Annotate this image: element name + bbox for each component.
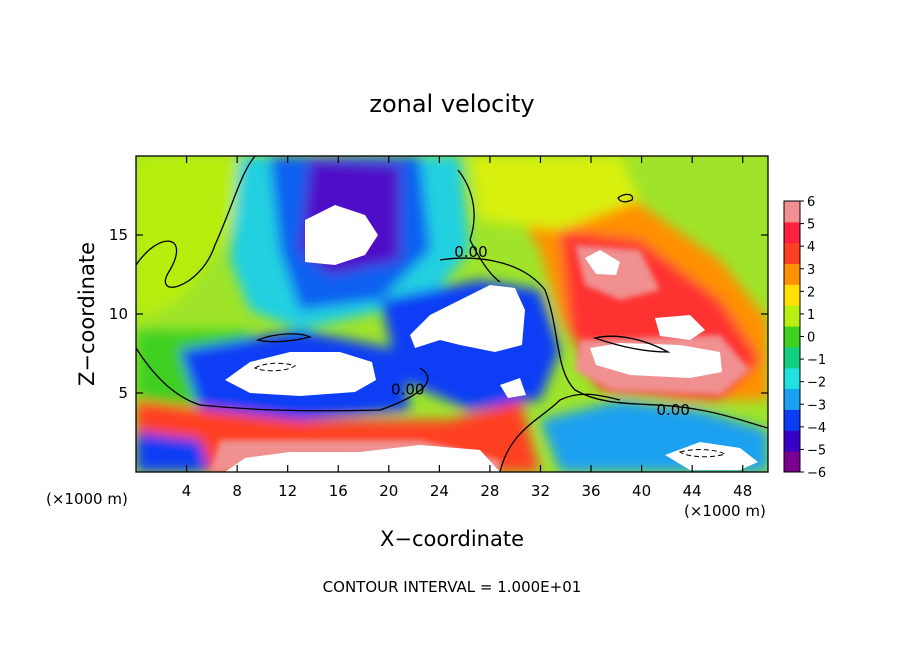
saturated-region-i	[500, 378, 526, 398]
colorbar-tick-label: 2	[807, 285, 815, 300]
zero-contour-c	[136, 347, 429, 412]
x-tick-label: 28	[480, 482, 499, 500]
colorbar-tick-label: 4	[807, 240, 815, 255]
x-tick-label: 8	[232, 482, 242, 500]
saturated-region-c	[225, 352, 376, 396]
zero-contours	[136, 156, 768, 472]
zero-contour-d	[499, 393, 621, 472]
negative-contour-a	[253, 362, 297, 372]
y-tick-label: 15	[109, 226, 128, 244]
x-tick-label: 44	[683, 482, 702, 500]
x-tick-label: 16	[329, 482, 348, 500]
colorbar-segment	[784, 409, 800, 431]
x-tick-label: 36	[581, 482, 600, 500]
y-axis-title: Z−coordinate	[75, 242, 99, 386]
colorbar-tick-label: −1	[807, 353, 826, 368]
x-tick-label: 24	[430, 482, 449, 500]
saturated-region-b	[410, 285, 525, 352]
saturated-region-d	[585, 250, 620, 275]
colorbar-segment	[784, 388, 800, 410]
colorbar-segment	[784, 242, 800, 265]
contour-interval-text: CONTOUR INTERVAL = 1.000E+01	[323, 578, 582, 596]
negative-contours	[253, 362, 727, 458]
heatmap-field	[136, 156, 768, 472]
colorbar-tick-label: −5	[807, 443, 826, 458]
field-blue-bottomleft	[136, 432, 210, 472]
chart-title: zonal velocity	[369, 90, 534, 118]
colorbar-segment	[784, 305, 800, 327]
colorbar-segment	[784, 284, 800, 306]
x-tick-label: 4	[182, 482, 192, 500]
x-axis: 4 8 12 16 20 24 28 32 36 40 44 48	[182, 156, 752, 500]
x-tick-label: 48	[733, 482, 752, 500]
x-axis-title: X−coordinate	[380, 527, 524, 551]
colorbar-tick-label: −6	[807, 466, 826, 481]
saturated-region-e	[590, 343, 722, 378]
colorbar-segment	[784, 263, 800, 285]
x-unit-left: (×1000 m)	[46, 490, 128, 508]
x-tick-label: 20	[379, 482, 398, 500]
zero-contour-b	[439, 257, 768, 429]
zero-contour-e	[457, 169, 501, 283]
contour-label: 0.00	[656, 401, 689, 419]
zero-contour-f	[592, 335, 671, 353]
colorbar-tick-label: 0	[807, 331, 815, 346]
colorbar-tick-label: 5	[807, 218, 815, 233]
colorbar: 6 5 4 3 2 1 0 −1 −2 −3 −4 −5 −6	[783, 195, 826, 481]
colorbar-tick-label: −2	[807, 376, 826, 391]
saturated-region-f	[655, 315, 705, 340]
contour-labels: 0.00 0.00 0.00	[391, 243, 690, 419]
zero-contour-a	[136, 156, 256, 288]
y-tick-label: 10	[109, 305, 128, 323]
zero-contour-g	[255, 333, 312, 343]
colorbar-segment	[784, 346, 800, 369]
saturated-region-g	[225, 445, 500, 472]
colorbar-tick-label: 3	[807, 263, 815, 278]
x-tick-label: 12	[278, 482, 297, 500]
contour-label: 0.00	[391, 381, 424, 399]
zero-contour-h	[617, 193, 634, 203]
colorbar-segment	[784, 221, 800, 244]
y-tick-label: 5	[118, 384, 128, 402]
contour-label: 0.00	[454, 243, 487, 261]
x-tick-label: 32	[531, 482, 550, 500]
colorbar-segment	[784, 430, 800, 452]
saturated-region-a	[305, 205, 378, 265]
colorbar-segment	[784, 201, 800, 223]
y-axis: 5 10 15	[109, 226, 768, 402]
colorbar-segment	[784, 326, 800, 348]
x-tick-label: 40	[632, 482, 651, 500]
field-yellow-upper-right	[470, 156, 640, 230]
x-unit-right: (×1000 m)	[684, 502, 766, 520]
colorbar-tick-label: 6	[807, 195, 815, 210]
field-green-left	[136, 156, 250, 320]
colorbar-tick-label: −4	[807, 421, 826, 436]
colorbar-segment	[784, 451, 800, 473]
colorbar-tick-label: 1	[807, 308, 815, 323]
colorbar-segment	[784, 367, 800, 390]
colorbar-tick-label: −3	[807, 398, 826, 413]
